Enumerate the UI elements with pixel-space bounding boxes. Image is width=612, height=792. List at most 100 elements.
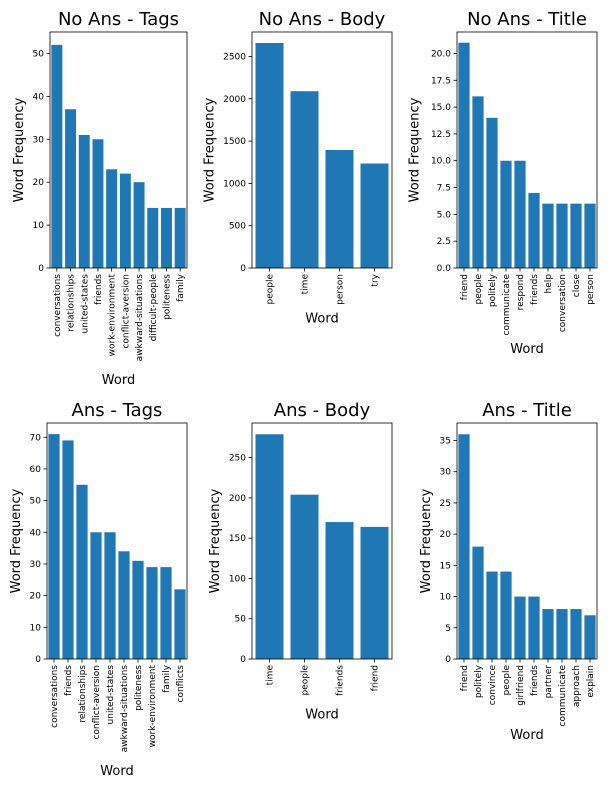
bar-work-environment xyxy=(106,169,118,268)
chart-title: Ans - Title xyxy=(482,400,572,421)
x-tick-label: explain xyxy=(586,665,596,698)
x-tick-label: time xyxy=(266,665,276,686)
x-tick-label: relationships xyxy=(78,665,88,723)
x-tick-label: conversations xyxy=(53,274,63,337)
y-tick-label: 200 xyxy=(229,494,246,504)
bar-awkward-situations xyxy=(118,551,130,659)
y-tick-label: 10 xyxy=(30,623,42,633)
y-tick-label: 10 xyxy=(440,593,452,603)
bar-politeness xyxy=(160,207,172,268)
x-tick-label: close xyxy=(572,274,582,298)
bar-difficult-people xyxy=(147,207,159,268)
x-tick-label: politeness xyxy=(162,274,172,320)
x-tick-label: work-environment xyxy=(148,665,158,748)
y-tick-label: 50 xyxy=(30,497,42,507)
bar-people xyxy=(255,43,284,268)
bar-friends xyxy=(62,440,74,659)
y-tick-label: 15.0 xyxy=(431,103,451,113)
axes-frame xyxy=(49,31,188,269)
x-tick-label: united-states xyxy=(80,274,90,334)
y-tick-label: 5.0 xyxy=(437,210,452,220)
x-tick-label: friend xyxy=(371,665,381,691)
chart-title: No Ans - Title xyxy=(467,9,587,30)
x-axis-label: Word xyxy=(510,342,543,357)
axes-frame xyxy=(456,422,598,660)
x-tick-label: family xyxy=(162,664,172,692)
y-tick-label: 0.0 xyxy=(437,264,452,274)
y-tick-label: 30 xyxy=(30,560,42,570)
bar-person xyxy=(325,150,354,268)
x-tick-label: relationships xyxy=(67,274,77,332)
x-tick-label: conflict-aversion xyxy=(92,665,102,740)
axes-frame xyxy=(251,422,393,660)
x-tick-label: convince xyxy=(488,665,498,706)
y-axis-label: Word Frequency xyxy=(208,488,223,593)
bar-friend xyxy=(458,42,470,269)
bar-convince xyxy=(486,571,498,659)
x-tick-label: communicate xyxy=(558,665,568,727)
x-tick-label: awkward-situations xyxy=(120,665,130,753)
x-axis-label: Word xyxy=(102,373,135,388)
bar-people xyxy=(472,96,484,268)
x-tick-label: partner xyxy=(544,665,554,699)
y-tick-label: 50 xyxy=(33,49,45,59)
y-tick-label: 50 xyxy=(235,615,247,625)
y-tick-label: 0 xyxy=(35,655,41,665)
y-tick-label: 20 xyxy=(33,178,45,188)
x-axis-label: Word xyxy=(100,764,133,779)
bar-person xyxy=(584,203,596,268)
bar-conversations xyxy=(51,44,63,269)
bar-communicate xyxy=(556,609,568,659)
x-tick-label: conflicts xyxy=(176,665,186,703)
y-tick-label: 500 xyxy=(229,222,246,232)
x-tick-label: friends xyxy=(94,274,104,305)
x-tick-label: friend xyxy=(460,274,470,300)
x-tick-label: family xyxy=(176,273,186,301)
y-tick-label: 17.5 xyxy=(431,76,451,86)
y-tick-label: 30 xyxy=(33,135,45,145)
y-tick-label: 12.5 xyxy=(431,130,451,140)
y-tick-label: 2.5 xyxy=(437,237,451,247)
y-tick-label: 25 xyxy=(440,499,451,509)
chart-title: Ans - Tags xyxy=(72,400,163,421)
y-tick-label: 35 xyxy=(440,436,451,446)
x-tick-label: work-environment xyxy=(108,274,118,357)
x-tick-label: awkward-situations xyxy=(135,274,145,362)
bar-conversation xyxy=(556,203,568,268)
y-tick-label: 100 xyxy=(229,574,246,584)
bar-united-states xyxy=(78,134,90,268)
bar-partner xyxy=(542,609,554,659)
y-tick-label: 20 xyxy=(30,592,42,602)
y-axis-label: Word Frequency xyxy=(203,97,218,202)
bar-politely xyxy=(486,117,498,268)
y-tick-label: 60 xyxy=(30,465,42,475)
x-tick-label: people xyxy=(266,274,276,305)
y-tick-label: 150 xyxy=(229,534,246,544)
bar-approach xyxy=(570,609,582,659)
y-tick-label: 15 xyxy=(440,561,451,571)
bar-conflict-aversion xyxy=(90,532,102,659)
bar-work-environment xyxy=(146,567,158,659)
axes-frame xyxy=(456,31,598,269)
bar-time xyxy=(255,434,284,659)
x-axis-label: Word xyxy=(305,312,338,327)
x-tick-label: communicate xyxy=(502,274,512,336)
y-tick-label: 1000 xyxy=(223,179,246,189)
bar-time xyxy=(290,91,319,269)
y-tick-label: 30 xyxy=(440,468,452,478)
x-tick-label: politeness xyxy=(134,665,144,711)
subplot-6: friend politely convince people girlfriend fr… xyxy=(419,400,598,743)
chart-title: No Ans - Body xyxy=(259,9,386,30)
bar-friends xyxy=(528,596,540,659)
x-tick-label: respond xyxy=(516,274,526,310)
bar-politely xyxy=(472,546,484,659)
x-tick-label: conversations xyxy=(50,665,60,728)
bar-conflict-aversion xyxy=(119,173,131,268)
y-tick-label: 0 xyxy=(240,655,246,665)
subplot-4: conversations friends relationships conflic… xyxy=(9,400,188,779)
x-tick-label: friends xyxy=(530,665,540,696)
subplot-5: time people friends friend 0 50 100 150 200 250 An… xyxy=(208,400,393,723)
y-tick-label: 10.0 xyxy=(431,157,451,167)
chart-title: No Ans - Tags xyxy=(58,9,179,30)
y-tick-label: 40 xyxy=(30,528,42,538)
